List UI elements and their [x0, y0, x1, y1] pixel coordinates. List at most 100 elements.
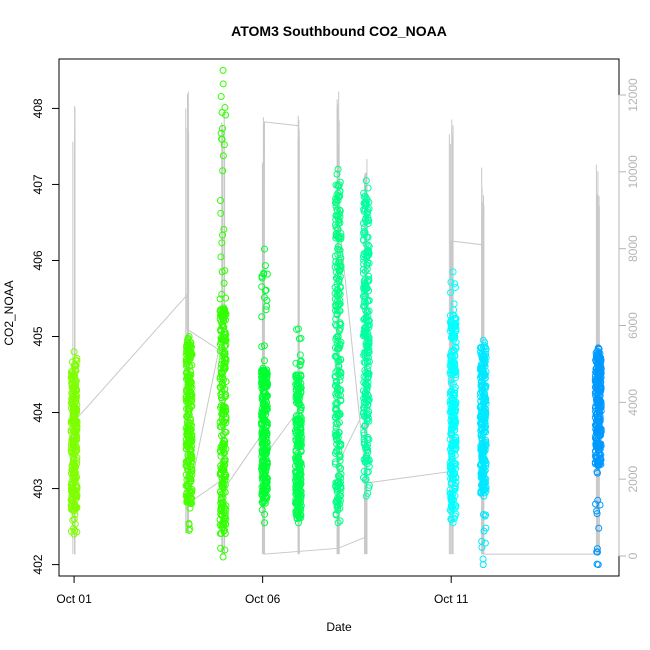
co2-point [331, 460, 339, 468]
co2-point [337, 254, 345, 262]
co2-point [332, 479, 340, 487]
co2-point [336, 386, 344, 394]
co2-point [361, 328, 369, 336]
co2-point [70, 371, 78, 379]
co2-point [451, 366, 459, 374]
co2-point [261, 499, 269, 507]
y-axis-left: 402 403 404 405 406 407 408 [31, 98, 60, 575]
co2-point [220, 440, 228, 448]
co2-point [447, 465, 455, 473]
co2-point [261, 450, 269, 458]
co2-point [296, 392, 304, 400]
co2-point [292, 455, 300, 463]
co2-scatter-series [67, 66, 605, 569]
co2-point [364, 390, 372, 398]
co2-point [260, 342, 268, 350]
co2-point [68, 462, 76, 470]
co2-point [219, 498, 227, 506]
co2-point [449, 495, 457, 503]
co2-point [364, 401, 372, 409]
co2-point [261, 519, 269, 527]
co2-flight-group [591, 344, 605, 569]
co2-point [594, 415, 602, 423]
co2-flight-group [182, 333, 196, 534]
co2-point [333, 440, 341, 448]
co2-point [361, 231, 369, 239]
co2-point [292, 462, 300, 470]
right-tick-label: 10000 [626, 155, 640, 189]
co2-point [478, 365, 486, 373]
co2-point [592, 367, 600, 375]
co2-point [336, 320, 344, 328]
co2-point [263, 478, 271, 486]
co2-point [263, 438, 271, 446]
co2-point [219, 459, 227, 467]
co2-point [364, 369, 372, 377]
co2-point [332, 510, 340, 518]
co2-point [293, 421, 301, 429]
co2-point [359, 332, 367, 340]
co2-point [594, 344, 602, 352]
co2-point [449, 331, 457, 339]
co2-point [73, 386, 81, 394]
co2-point [452, 319, 460, 327]
co2-point [365, 348, 373, 356]
co2-point [332, 315, 340, 323]
co2-point [184, 352, 192, 360]
co2-point [221, 363, 229, 371]
co2-point [364, 184, 372, 192]
co2-point [595, 457, 603, 465]
y-tick-label: 403 [31, 478, 45, 498]
co2-point [216, 516, 224, 524]
co2-point [217, 209, 225, 217]
co2-point [68, 478, 76, 486]
co2-point [69, 516, 77, 524]
co2-point [596, 501, 604, 509]
co2-point [220, 279, 228, 287]
co2-point [361, 476, 369, 484]
co2-point [361, 315, 369, 323]
co2-point [363, 347, 371, 355]
co2-point [448, 504, 456, 512]
co2-point [478, 543, 486, 551]
co2-point [359, 292, 367, 300]
co2-point [263, 270, 271, 278]
co2-point [218, 268, 226, 276]
co2-point [334, 333, 342, 341]
co2-point [186, 504, 194, 512]
co2-point [258, 412, 266, 420]
co2-point [222, 341, 230, 349]
co2-point [70, 378, 78, 386]
co2-flight-group [331, 165, 345, 527]
co2-point [71, 475, 79, 483]
co2-point [361, 422, 369, 430]
co2-point [336, 504, 344, 512]
co2-point [68, 480, 76, 488]
co2-point [481, 539, 489, 547]
co2-flight-group [476, 336, 490, 569]
co2-point [332, 223, 340, 231]
co2-point [335, 182, 343, 190]
co2-point [183, 360, 191, 368]
co2-point [219, 306, 227, 314]
co2-point [479, 471, 487, 479]
co2-point [478, 387, 486, 395]
co2-point [217, 364, 225, 372]
co2-point [297, 446, 305, 454]
co2-point [337, 355, 345, 363]
co2-point [221, 355, 229, 363]
co2-point [184, 355, 192, 363]
co2-point [360, 431, 368, 439]
co2-point [263, 302, 271, 310]
co2-point [448, 467, 456, 475]
co2-point [296, 471, 304, 479]
co2-point [221, 546, 229, 554]
co2-point [261, 287, 269, 295]
co2-point [448, 404, 456, 412]
co2-point [362, 341, 370, 349]
co2-point [360, 379, 368, 387]
co2-point [361, 275, 369, 283]
co2-point [362, 475, 370, 483]
co2-point [296, 503, 304, 511]
